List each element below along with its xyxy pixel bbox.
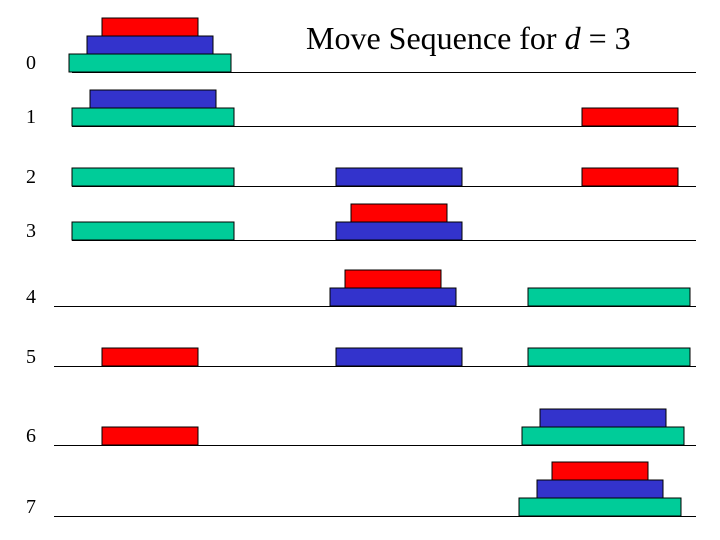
disk-red-step-7-peg-3 [551, 461, 649, 481]
disk-green-step-6-peg-3 [521, 426, 685, 446]
disk-blue-step-3-peg-2 [335, 221, 463, 241]
disk-red-step-6-peg-1 [101, 426, 199, 446]
disk-green-step-2-peg-1 [71, 167, 235, 187]
disk-blue-step-1-peg-1 [89, 89, 217, 109]
step-label-3: 3 [26, 220, 36, 242]
title-suffix: = 3 [580, 20, 631, 56]
title-prefix: Move Sequence for [306, 20, 565, 56]
disk-red-step-2-peg-3 [581, 167, 679, 187]
step-label-5: 5 [26, 346, 36, 368]
disk-green-step-4-peg-3 [527, 287, 691, 307]
disk-red-step-3-peg-2 [350, 203, 448, 223]
disk-red-step-1-peg-3 [581, 107, 679, 127]
disk-green-step-3-peg-1 [71, 221, 235, 241]
disk-blue-step-2-peg-2 [335, 167, 463, 187]
disk-red-step-5-peg-1 [101, 347, 199, 367]
disk-blue-step-5-peg-2 [335, 347, 463, 367]
step-label-0: 0 [26, 52, 36, 74]
disk-green-step-5-peg-3 [527, 347, 691, 367]
diagram-title: Move Sequence for d = 3 [306, 20, 631, 57]
disk-red-step-4-peg-2 [344, 269, 442, 289]
step-label-6: 6 [26, 425, 36, 447]
disk-blue-step-4-peg-2 [329, 287, 457, 307]
disk-blue-step-7-peg-3 [536, 479, 664, 499]
step-label-4: 4 [26, 286, 36, 308]
disk-green-step-0-peg-1 [68, 53, 232, 73]
step-label-2: 2 [26, 166, 36, 188]
disk-green-step-7-peg-3 [518, 497, 682, 517]
step-label-7: 7 [26, 496, 36, 518]
disk-blue-step-0-peg-1 [86, 35, 214, 55]
disk-green-step-1-peg-1 [71, 107, 235, 127]
title-variable: d [564, 20, 581, 56]
disk-blue-step-6-peg-3 [539, 408, 667, 428]
disk-red-step-0-peg-1 [101, 17, 199, 37]
step-label-1: 1 [26, 106, 36, 128]
